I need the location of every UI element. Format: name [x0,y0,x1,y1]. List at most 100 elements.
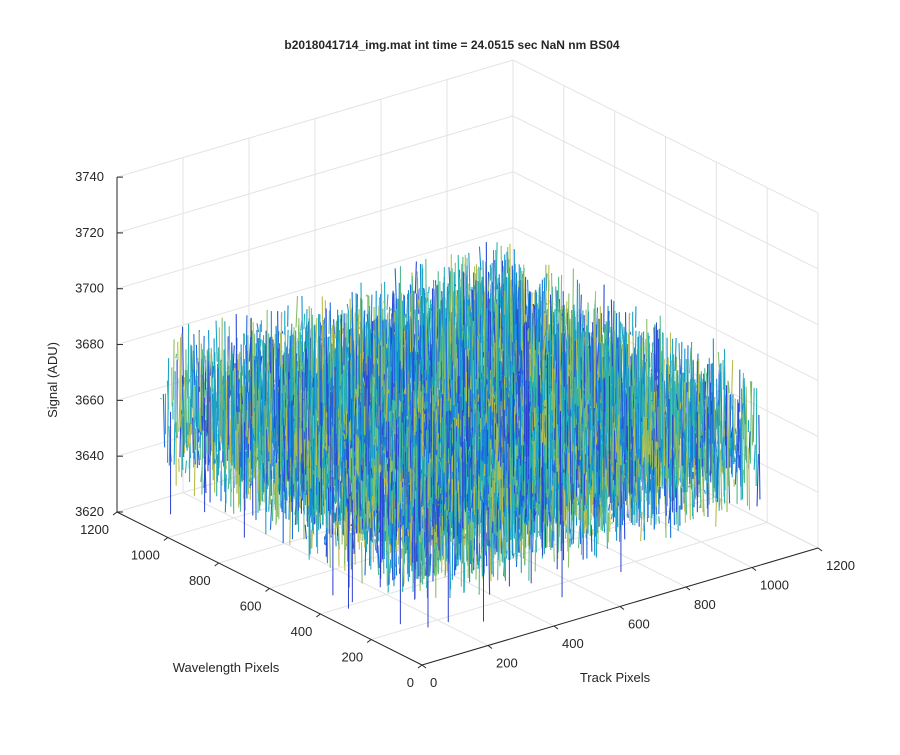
surface-strand [233,345,234,370]
surface-strand [503,538,504,563]
surface-strand [461,512,462,533]
surface-strand [348,435,349,442]
surface-strand [368,500,369,526]
surface-strand [296,388,297,431]
surface-strand [430,468,431,500]
surface-strand [293,368,294,451]
surface-strand [343,328,344,333]
surface-strand [467,522,468,545]
surface-strand [356,518,357,526]
surface-strand [272,480,273,521]
surface-strand [336,507,337,521]
surface-strand [234,406,235,468]
surface-strand [182,399,183,414]
chart-title: b2018041714_img.mat int time = 24.0515 s… [284,38,620,52]
surface-strand [196,369,197,381]
surface-strand [328,478,329,483]
surface-strand [538,531,539,532]
surface-strand [436,546,437,568]
surface-strand [241,344,242,424]
surface-strand [420,415,421,472]
surface-strand [491,497,492,509]
surface-strand [612,522,613,523]
surface-strand [188,324,189,435]
surface-strand [611,514,612,520]
surface-strand [168,358,169,463]
surface-strand [359,334,360,387]
surface-strand [316,318,317,349]
surface-strand [331,378,332,391]
surface-strand [311,383,312,398]
surface-strand [193,418,194,453]
surface-strand [351,524,352,526]
surface-strand [494,473,495,525]
surface-strand [390,559,391,573]
surface-strand [490,547,491,582]
surface-strand [490,455,491,490]
surface-strand [439,498,440,516]
surface-strand [398,469,399,503]
surface-strand [160,398,161,399]
surface-strand [341,315,342,374]
surface-strand [215,459,216,464]
surface-strand [306,309,307,348]
surface-strand [304,314,305,330]
surface-strand [324,406,325,443]
surface-strand [281,313,282,393]
surface-strand [348,312,349,370]
surface-strand [464,474,465,484]
surface-strand [474,447,475,466]
surface-strand [179,397,180,431]
surface-strand [211,398,212,444]
surface-strand [438,485,439,501]
surface-strand [351,440,352,448]
surface-strand [464,537,465,539]
surface-strand [169,442,170,466]
surface-strand [423,514,424,530]
surface-strand [338,310,339,409]
surface-strand [591,525,592,552]
surface-strand [395,469,396,482]
surface-strand [414,560,415,572]
surface-strand [246,315,247,364]
surface-strand [239,352,240,380]
surface-strand [201,359,202,377]
surface-strand [329,311,330,335]
surface-strand [403,394,404,478]
surface-strand [516,503,517,506]
surface-strand [375,539,376,550]
surface-strand [185,461,186,473]
surface-strand [408,496,409,503]
surface-strand [339,333,340,421]
surface-strand [299,402,300,416]
surface-strand [312,348,313,382]
surface-strand [225,321,226,410]
surface-strand [301,369,302,390]
surface-strand [296,296,297,328]
surface-strand [347,304,348,313]
surface-strand [214,352,215,433]
surface-strand [236,314,237,412]
surface-strand [423,533,424,579]
surface-strand [198,451,199,466]
surface-strand [353,318,354,401]
surface-strand [249,454,250,462]
surface-strand [232,347,233,455]
surface-strand [362,542,363,583]
surface-strand [518,484,519,499]
surface-strand [361,335,362,354]
surface-strand [359,327,360,328]
surface-mesh [160,242,759,627]
surface-strand [460,527,461,560]
surface-strand [304,344,305,352]
surface-strand [173,339,174,400]
surface-strand [176,354,177,359]
surface-strand [163,394,164,447]
surface-strand [468,519,469,578]
surface-strand [257,330,258,400]
surface-strand [493,478,494,480]
surface-strand [216,321,217,362]
surface-strand [261,339,262,347]
surface-strand [340,394,341,405]
